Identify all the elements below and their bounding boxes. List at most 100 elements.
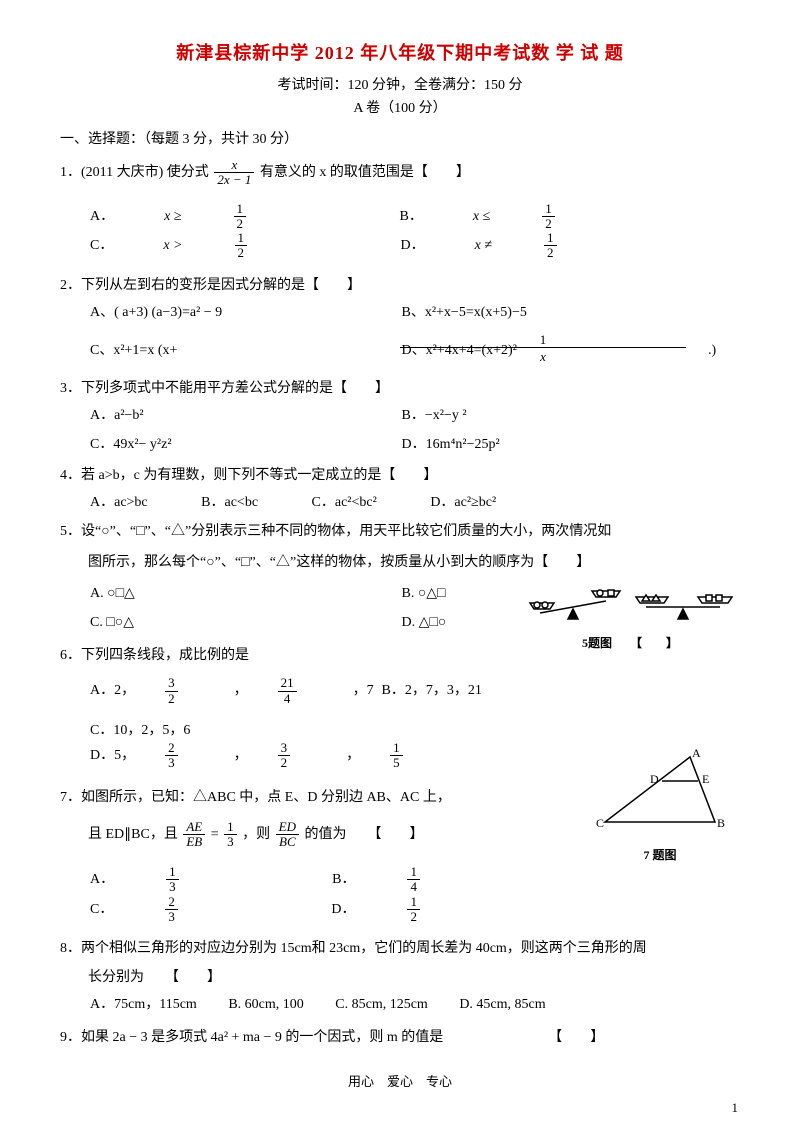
d: 3	[166, 880, 179, 894]
q6-opt-c: C．10，2，5，6	[90, 720, 350, 741]
lbl-a: A	[692, 747, 701, 760]
post: .)	[708, 340, 800, 361]
f: 13	[166, 865, 229, 895]
q7-opt-d: D． 12	[331, 895, 520, 925]
m2: ，	[346, 745, 360, 766]
q8-opt-a: A．75cm，115cm	[90, 994, 197, 1015]
question-9: 9．如果 2a − 3 是多项式 4a² + ma − 9 的一个因式，则 m …	[60, 1027, 740, 1048]
q2-opt-c: C、x²+1=x (x+1x.)	[90, 333, 370, 369]
d: 2	[407, 910, 420, 924]
page-number: 1	[732, 1098, 739, 1118]
q4-opt-a: A．ac>bc	[90, 492, 148, 513]
q5-opt-c: C. □○△	[90, 612, 370, 633]
question-2: 2．下列从左到右的变形是因式分解的是【 】	[60, 275, 740, 296]
q6-opt-b: B．2，7，3，21	[382, 680, 482, 701]
n: 1	[390, 741, 403, 756]
q3-opt-c: C．49x²− y²z²	[90, 434, 370, 455]
n: 1	[542, 202, 555, 217]
f1: 32	[165, 676, 206, 706]
d: 3	[224, 835, 237, 849]
expr: x ≤	[473, 206, 490, 227]
q5-opt-d: D. △□○	[402, 612, 522, 633]
f1: 23	[165, 741, 206, 771]
d: 4	[407, 880, 420, 894]
eq: =	[211, 827, 222, 842]
q6-options-r1: A．2， 32 ， 214 ，7 B．2，7，3，21	[90, 676, 740, 706]
n: 3	[165, 676, 178, 691]
label: C．	[90, 235, 113, 256]
n: 1	[407, 895, 420, 910]
page-footer: 用心 爱心 专心	[60, 1072, 740, 1092]
q3-opt-d: D．16m⁴n²−25p²	[402, 434, 682, 455]
q4-opt-c: C．ac²<bc²	[312, 492, 377, 513]
l: A．	[90, 869, 114, 890]
exam-time: 考试时间：120 分钟，全卷满分：150 分	[60, 75, 740, 96]
expr: x ≥	[164, 206, 181, 227]
f: 23	[165, 895, 228, 925]
q6-opt-a: A．2，32，214，7	[90, 676, 350, 706]
q2-opt-b: B、x²+x−5=x(x+5)−5	[402, 302, 682, 323]
label: A．	[90, 206, 114, 227]
l: D．	[331, 899, 355, 920]
pre: A．2，	[90, 680, 135, 701]
q7-options: A．13 B．14 C．23 D．12	[90, 865, 740, 924]
half: 12	[234, 202, 297, 232]
question-7-line1: 7．如图所示，已知：△ABC 中，点 E、D 分别边 AB、AC 上， A B …	[60, 787, 740, 808]
question-6: 6．下列四条线段，成比例的是	[60, 645, 740, 666]
f-ed-bc: EDBC	[276, 820, 299, 850]
lbl-e: E	[702, 772, 709, 786]
stem: 7．如图所示，已知：△ABC 中，点 E、D 分别边 AB、AC 上，	[60, 790, 451, 805]
q8-options: A．75cm，115cm B. 60cm, 100 C. 85cm, 125cm…	[90, 994, 740, 1015]
question-5-line1: 5．设“○”、“□”、“△”分别表示三种不同的物体，用天平比较它们质量的大小，两…	[60, 521, 740, 542]
q3-opt-b: B．−x²−y ²	[402, 405, 682, 426]
page-title: 新津县棕新中学 2012 年八年级下期中考试数 学 试 题	[60, 40, 740, 67]
d: 2	[235, 246, 248, 260]
d: 2	[542, 217, 555, 231]
frac-num: x	[214, 158, 254, 173]
q3-options-row1: A．a²−b² B．−x²−y ²	[90, 405, 740, 428]
d: 4	[278, 692, 297, 706]
d: 2	[544, 246, 557, 260]
q1-stem-b: 有意义的 x 的取值范围是【 】	[260, 165, 470, 180]
l: B．	[332, 869, 355, 890]
pre: D．5，	[90, 745, 135, 766]
post: ，7	[353, 680, 374, 701]
question-8-line1: 8．两个相似三角形的对应边分别为 15cm和 23cm，它们的周长差为 40cm…	[60, 938, 740, 959]
n: 1	[234, 202, 247, 217]
q1-stem-a: 1．(2011 大庆市) 使分式	[60, 165, 212, 180]
f-ae-eb: AEEB	[183, 820, 205, 850]
d: 3	[165, 756, 178, 770]
q8-opt-c: C. 85cm, 125cm	[335, 994, 428, 1015]
n: 21	[278, 676, 297, 691]
mid: ，	[234, 680, 248, 701]
q5-figure: 5题图 【 】	[520, 579, 740, 639]
question-1: 1．(2011 大庆市) 使分式 x 2x − 1 有意义的 x 的取值范围是【…	[60, 158, 740, 188]
q3-opt-a: A．a²−b²	[90, 405, 370, 426]
q5-opt-a: A. ○□△	[90, 583, 370, 604]
n: 2	[165, 895, 178, 910]
half: 12	[235, 231, 298, 261]
f: 12	[407, 895, 470, 925]
s2b: ，则	[242, 827, 274, 842]
q6-opt-d: D．5，23，32，15	[90, 741, 459, 771]
label: B．	[400, 206, 423, 227]
q1-opt-d: D．x ≠ 12	[401, 231, 657, 261]
q5-opt-b: B. ○△□	[402, 583, 522, 604]
question-5-line2: 图所示，那么每个“○”、“□”、“△”这样的物体，按质量从小到大的顺序为【 】	[60, 552, 740, 573]
n: 2	[165, 741, 178, 756]
f: 14	[407, 865, 470, 895]
n: 1	[544, 231, 557, 246]
s2a: 且 ED∥BC，且	[88, 827, 181, 842]
q7-opt-b: B． 14	[332, 865, 520, 895]
q2-opt-d: D、x²+4x+4=(x+2)²	[402, 340, 682, 361]
q1-opt-a: A． x ≥ 12	[90, 202, 346, 232]
f-1-3: 13	[224, 820, 237, 850]
question-7-line2: 且 ED∥BC，且 AEEB = 13 ，则 EDBC 的值为 【 】	[60, 820, 740, 850]
q1-opt-b: B． x ≤ 12	[400, 202, 655, 232]
n: ED	[276, 820, 299, 835]
d: 2	[165, 692, 178, 706]
section-heading: 一、选择题：（每题 3 分，共计 30 分）	[60, 129, 740, 150]
lbl-d: D	[650, 772, 659, 786]
n: 1	[235, 231, 248, 246]
q1-options: A．x ≥ 12 B．x ≤ 12 C．x > 12 D．x ≠ 12	[90, 202, 740, 261]
